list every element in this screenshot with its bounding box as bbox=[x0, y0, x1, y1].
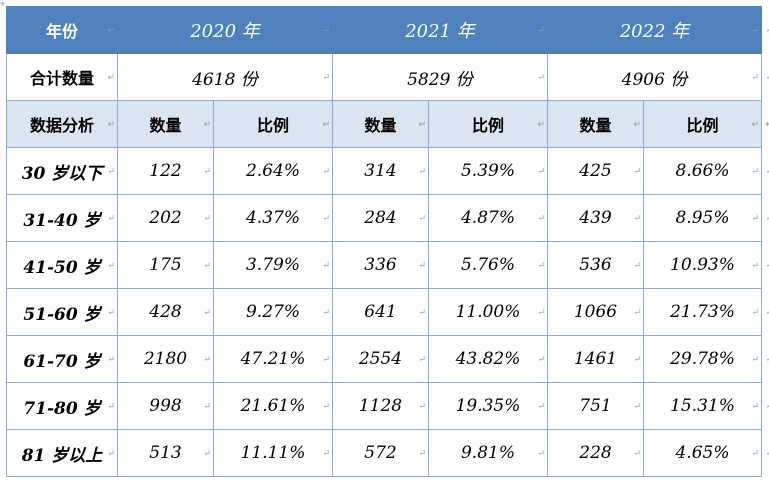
age-group-label: 41-50 岁 ↵ bbox=[6, 241, 118, 289]
count-cell: 336 ↵ bbox=[332, 241, 429, 289]
total-2022: 4906 份↵ ↵ bbox=[547, 53, 769, 101]
subheader-ratio-2021: 比例 ↵ bbox=[428, 100, 548, 148]
age-group-label: 81 岁以上 ↵ bbox=[6, 429, 118, 477]
year-header-row: 年份↵ 2020 年↵ 2021 年↵ 2022 年↵ ↵ bbox=[6, 6, 769, 54]
total-2021: 5829 份 ↵ bbox=[332, 53, 548, 101]
age-group-label: 31-40 岁 ↵ bbox=[6, 194, 118, 242]
subheader-row: 数据分析↵ 数量↵ 比例↵ 数量↵ 比例↵ 数量↵ 比例↵↵ bbox=[6, 100, 769, 148]
count-cell: 428 ↵ bbox=[117, 288, 214, 336]
ratio-cell: 4.37% ↵ bbox=[213, 194, 333, 242]
count-cell: 228 ↵ bbox=[547, 429, 644, 477]
ratio-cell: 43.82% ↵ bbox=[428, 335, 548, 383]
subheader-count-2021: 数量 ↵ bbox=[332, 100, 429, 148]
ratio-cell: 11.00% ↵ bbox=[428, 288, 548, 336]
count-cell: 175 ↵ bbox=[117, 241, 214, 289]
subheader-label: 数据分析 ↵ bbox=[6, 100, 118, 148]
ratio-cell: 19.35% ↵ bbox=[428, 382, 548, 430]
ratio-cell: 5.39% ↵ bbox=[428, 147, 548, 195]
total-label: 合计数量 ↵ bbox=[6, 53, 118, 101]
table-row: 51-60 岁 ↵ 428 ↵ 9.27% ↵ 641 ↵ 11.00% ↵ 1066 ↵ … bbox=[6, 288, 769, 336]
ratio-cell: 11.11% ↵ bbox=[213, 429, 333, 477]
count-cell: 122 ↵ bbox=[117, 147, 214, 195]
subheader-ratio-2020: 比例 ↵ bbox=[213, 100, 333, 148]
count-cell: 641 ↵ bbox=[332, 288, 429, 336]
year-header-label: 年份 ↵ bbox=[6, 6, 118, 54]
count-cell: 1066 ↵ bbox=[547, 288, 644, 336]
count-cell: 2554 ↵ bbox=[332, 335, 429, 383]
ratio-cell: 29.78%↵↵ bbox=[643, 335, 769, 383]
year-header-2022: 2022 年↵ ↵ bbox=[547, 6, 769, 54]
subheader-ratio-2022: 比例↵↵ bbox=[643, 100, 769, 148]
count-cell: 284 ↵ bbox=[332, 194, 429, 242]
year-header-2021: 2021 年 ↵ bbox=[332, 6, 548, 54]
count-cell: 314 ↵ bbox=[332, 147, 429, 195]
ratio-cell: 10.93%↵↵ bbox=[643, 241, 769, 289]
year-header-2020: 2020 年 ↵ bbox=[117, 6, 333, 54]
subheader-count-2022: 数量 ↵ bbox=[547, 100, 644, 148]
count-cell: 572 ↵ bbox=[332, 429, 429, 477]
ratio-cell: 47.21% ↵ bbox=[213, 335, 333, 383]
ratio-cell: 2.64% ↵ bbox=[213, 147, 333, 195]
ratio-cell: 15.31%↵↵ bbox=[643, 382, 769, 430]
age-group-label: 51-60 岁 ↵ bbox=[6, 288, 118, 336]
ratio-cell: 9.81% ↵ bbox=[428, 429, 548, 477]
count-cell: 425 ↵ bbox=[547, 147, 644, 195]
age-statistics-table: 年份↵ 2020 年↵ 2021 年↵ 2022 年↵ ↵ 合计数量↵ 4618… bbox=[6, 6, 769, 477]
ratio-cell: 9.27% ↵ bbox=[213, 288, 333, 336]
count-cell: 1128 ↵ bbox=[332, 382, 429, 430]
count-cell: 439 ↵ bbox=[547, 194, 644, 242]
count-cell: 513 ↵ bbox=[117, 429, 214, 477]
count-cell: 2180 ↵ bbox=[117, 335, 214, 383]
count-cell: 998 ↵ bbox=[117, 382, 214, 430]
ratio-cell: 4.65%↵↵ bbox=[643, 429, 769, 477]
table-row: 71-80 岁 ↵ 998 ↵ 21.61% ↵ 1128 ↵ 19.35% ↵ 751 ↵… bbox=[6, 382, 769, 430]
count-cell: 202 ↵ bbox=[117, 194, 214, 242]
table-anchor-icon: ⌖ bbox=[0, 0, 6, 10]
count-cell: 1461 ↵ bbox=[547, 335, 644, 383]
ratio-cell: 3.79% ↵ bbox=[213, 241, 333, 289]
document-table-wrapper: 年份↵ 2020 年↵ 2021 年↵ 2022 年↵ ↵ 合计数量↵ 4618… bbox=[6, 6, 769, 477]
table-row: 81 岁以上 ↵ 513 ↵ 11.11% ↵ 572 ↵ 9.81% ↵ 228 ↵ 4.… bbox=[6, 429, 769, 477]
ratio-cell: 21.73%↵↵ bbox=[643, 288, 769, 336]
age-group-label: 61-70 岁 ↵ bbox=[6, 335, 118, 383]
count-cell: 751 ↵ bbox=[547, 382, 644, 430]
total-row: 合计数量↵ 4618 份↵ 5829 份↵ 4906 份↵ ↵ bbox=[6, 53, 769, 101]
total-2020: 4618 份 ↵ bbox=[117, 53, 333, 101]
table-row: 31-40 岁 ↵ 202 ↵ 4.37% ↵ 284 ↵ 4.87% ↵ 439 ↵ 8.… bbox=[6, 194, 769, 242]
ratio-cell: 8.95%↵↵ bbox=[643, 194, 769, 242]
ratio-cell: 8.66%↵↵ bbox=[643, 147, 769, 195]
count-cell: 536 ↵ bbox=[547, 241, 644, 289]
subheader-count-2020: 数量 ↵ bbox=[117, 100, 214, 148]
table-row: 61-70 岁 ↵ 2180 ↵ 47.21% ↵ 2554 ↵ 43.82% ↵ 146… bbox=[6, 335, 769, 383]
ratio-cell: 5.76% ↵ bbox=[428, 241, 548, 289]
ratio-cell: 4.87% ↵ bbox=[428, 194, 548, 242]
table-row: 30 岁以下 ↵ 122 ↵ 2.64% ↵ 314 ↵ 5.39% ↵ 425 ↵ 8.6… bbox=[6, 147, 769, 195]
ratio-cell: 21.61% ↵ bbox=[213, 382, 333, 430]
table-row: 41-50 岁 ↵ 175 ↵ 3.79% ↵ 336 ↵ 5.76% ↵ 536 ↵ 10… bbox=[6, 241, 769, 289]
age-group-label: 71-80 岁 ↵ bbox=[6, 382, 118, 430]
age-group-label: 30 岁以下 ↵ bbox=[6, 147, 118, 195]
